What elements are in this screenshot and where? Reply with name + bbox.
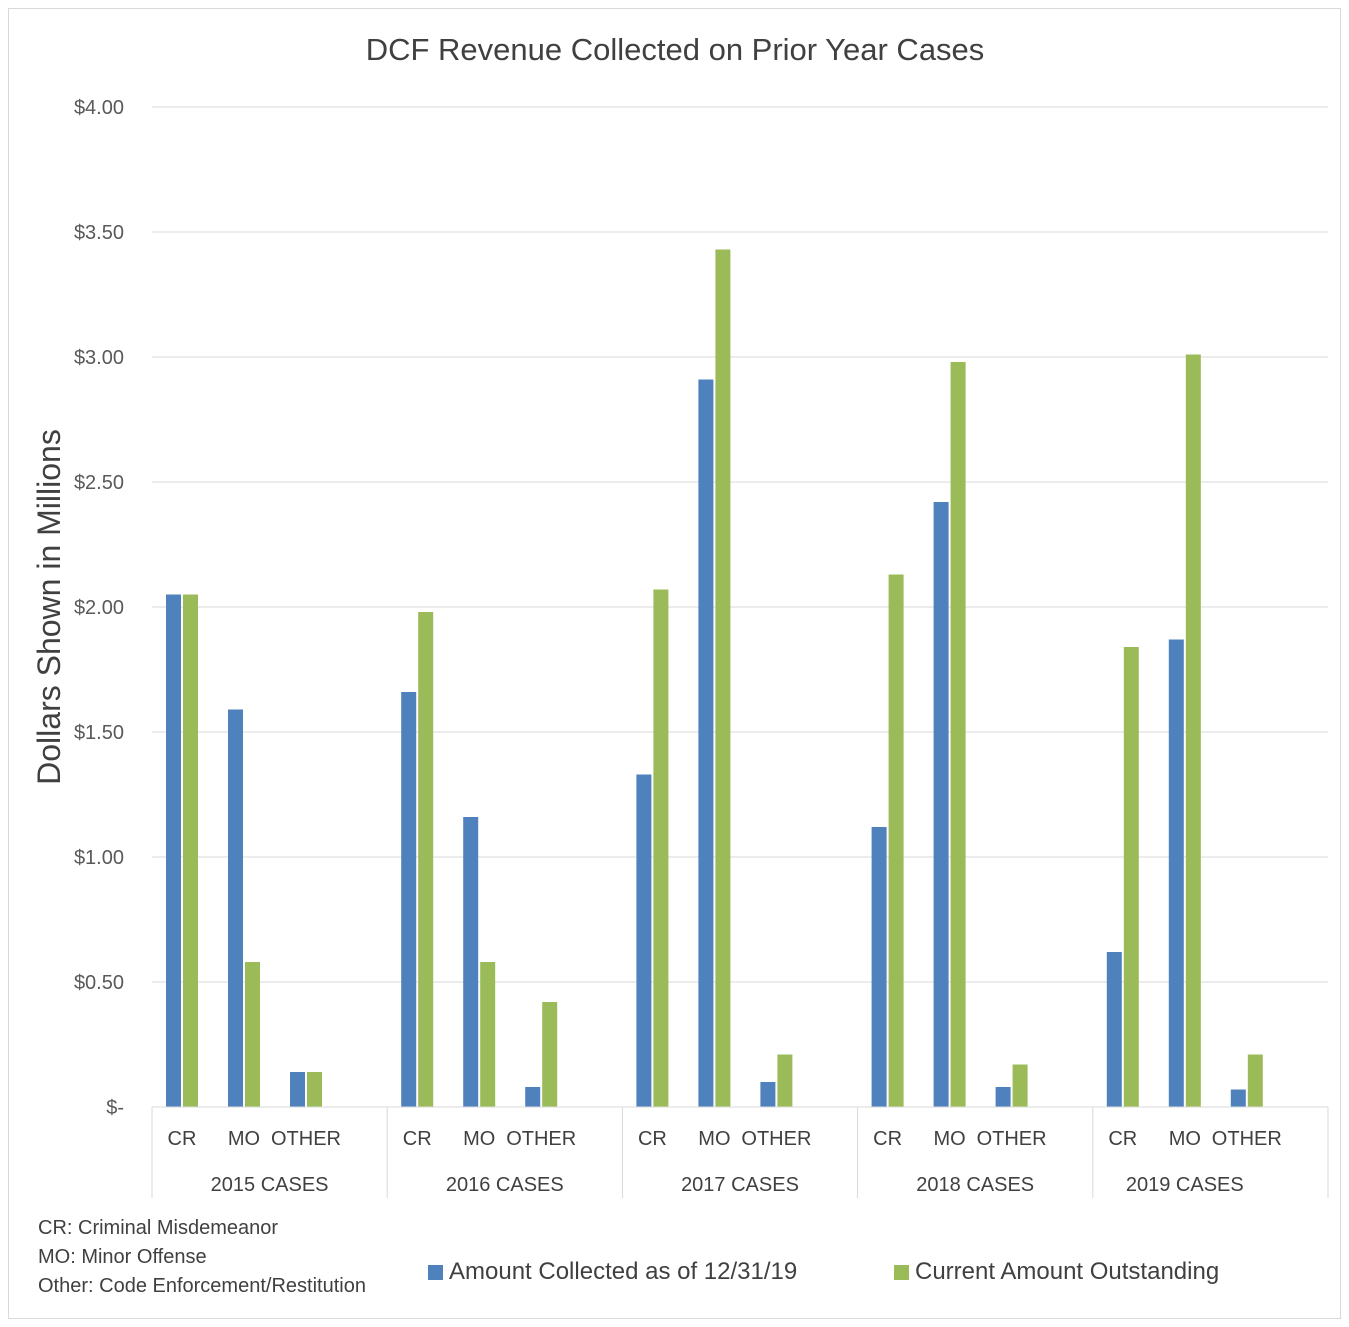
bar-collected	[636, 774, 652, 1107]
legend-swatch-collected	[428, 1264, 443, 1280]
x-tick-label: OTHER	[1212, 1128, 1282, 1150]
bar-collected	[933, 502, 949, 1107]
bar-collected	[1230, 1089, 1246, 1107]
x-tick-label: MO	[933, 1128, 965, 1150]
bar-outstanding	[542, 1002, 558, 1107]
x-tick-label: OTHER	[741, 1128, 811, 1150]
y-tick-label: $2.00	[74, 597, 124, 619]
note-mo: MO: Minor Offense	[38, 1246, 207, 1268]
group-label: 2018 CASES	[916, 1174, 1034, 1196]
bar-outstanding	[653, 589, 669, 1107]
y-tick-label: $1.50	[74, 722, 124, 744]
y-tick-label: $3.00	[74, 347, 124, 369]
x-tick-label: OTHER	[271, 1128, 341, 1150]
bar-outstanding	[480, 962, 496, 1107]
x-tick-label: CR	[168, 1128, 197, 1150]
bar-collected	[1168, 639, 1184, 1107]
bar-outstanding	[1012, 1064, 1028, 1107]
bar-outstanding	[1185, 354, 1201, 1107]
bar-collected	[228, 709, 243, 1107]
legend-item-collected: Amount Collected as of 12/31/19	[428, 1258, 797, 1286]
bar-collected	[698, 379, 714, 1107]
group-label: 2017 CASES	[681, 1174, 799, 1196]
note-other: Other: Code Enforcement/Restitution	[38, 1275, 366, 1297]
legend-label-outstanding: Current Amount Outstanding	[915, 1258, 1220, 1285]
legend-label-collected: Amount Collected as of 12/31/19	[449, 1258, 798, 1285]
x-tick-label: OTHER	[977, 1128, 1047, 1150]
group-label: 2016 CASES	[446, 1174, 564, 1196]
x-tick-label: CR	[403, 1128, 432, 1150]
bar-outstanding	[777, 1054, 793, 1107]
bar-outstanding	[1123, 647, 1139, 1107]
y-tick-label: $-	[106, 1097, 124, 1119]
note-cr: CR: Criminal Misdemeanor	[38, 1217, 279, 1239]
group-label: 2019 CASES	[1126, 1174, 1244, 1196]
y-tick-label: $0.50	[74, 972, 124, 994]
x-tick-label: CR	[638, 1128, 667, 1150]
y-axis-label: Dollars Shown in Millions	[31, 429, 67, 785]
x-tick-label: MO	[1169, 1128, 1201, 1150]
legend-swatch-outstanding	[894, 1264, 909, 1280]
legend-item-outstanding: Current Amount Outstanding	[894, 1258, 1219, 1286]
bar-collected	[166, 594, 181, 1107]
x-tick-label: CR	[1108, 1128, 1137, 1150]
bar-collected	[401, 692, 417, 1107]
bar-collected	[525, 1087, 541, 1107]
abbreviation-notes: CR: Criminal Misdemeanor MO: Minor Offen…	[38, 1214, 366, 1301]
group-label: 2015 CASES	[211, 1174, 329, 1196]
y-tick-label: $3.50	[74, 222, 124, 244]
bar-outstanding	[183, 594, 198, 1107]
bar-collected	[290, 1072, 305, 1107]
chart-title: DCF Revenue Collected on Prior Year Case…	[366, 32, 985, 67]
bar-collected	[871, 827, 887, 1107]
y-tick-label: $4.00	[74, 97, 124, 119]
x-tick-label: MO	[698, 1128, 730, 1150]
bar-collected	[463, 817, 479, 1107]
y-tick-label: $2.50	[74, 472, 124, 494]
bar-outstanding	[715, 249, 731, 1107]
bar-collected	[1106, 952, 1122, 1107]
bar-outstanding	[245, 962, 260, 1107]
bar-collected	[995, 1087, 1011, 1107]
bar-outstanding	[307, 1072, 322, 1107]
x-tick-label: MO	[228, 1128, 260, 1150]
bar-outstanding	[1247, 1054, 1263, 1107]
x-tick-label: CR	[873, 1128, 902, 1150]
x-tick-label: MO	[463, 1128, 495, 1150]
bar-collected	[760, 1082, 776, 1107]
bar-outstanding	[418, 612, 434, 1107]
bar-outstanding	[950, 362, 966, 1107]
bar-outstanding	[888, 574, 904, 1107]
x-tick-label: OTHER	[506, 1128, 576, 1150]
y-tick-label: $1.00	[74, 847, 124, 869]
